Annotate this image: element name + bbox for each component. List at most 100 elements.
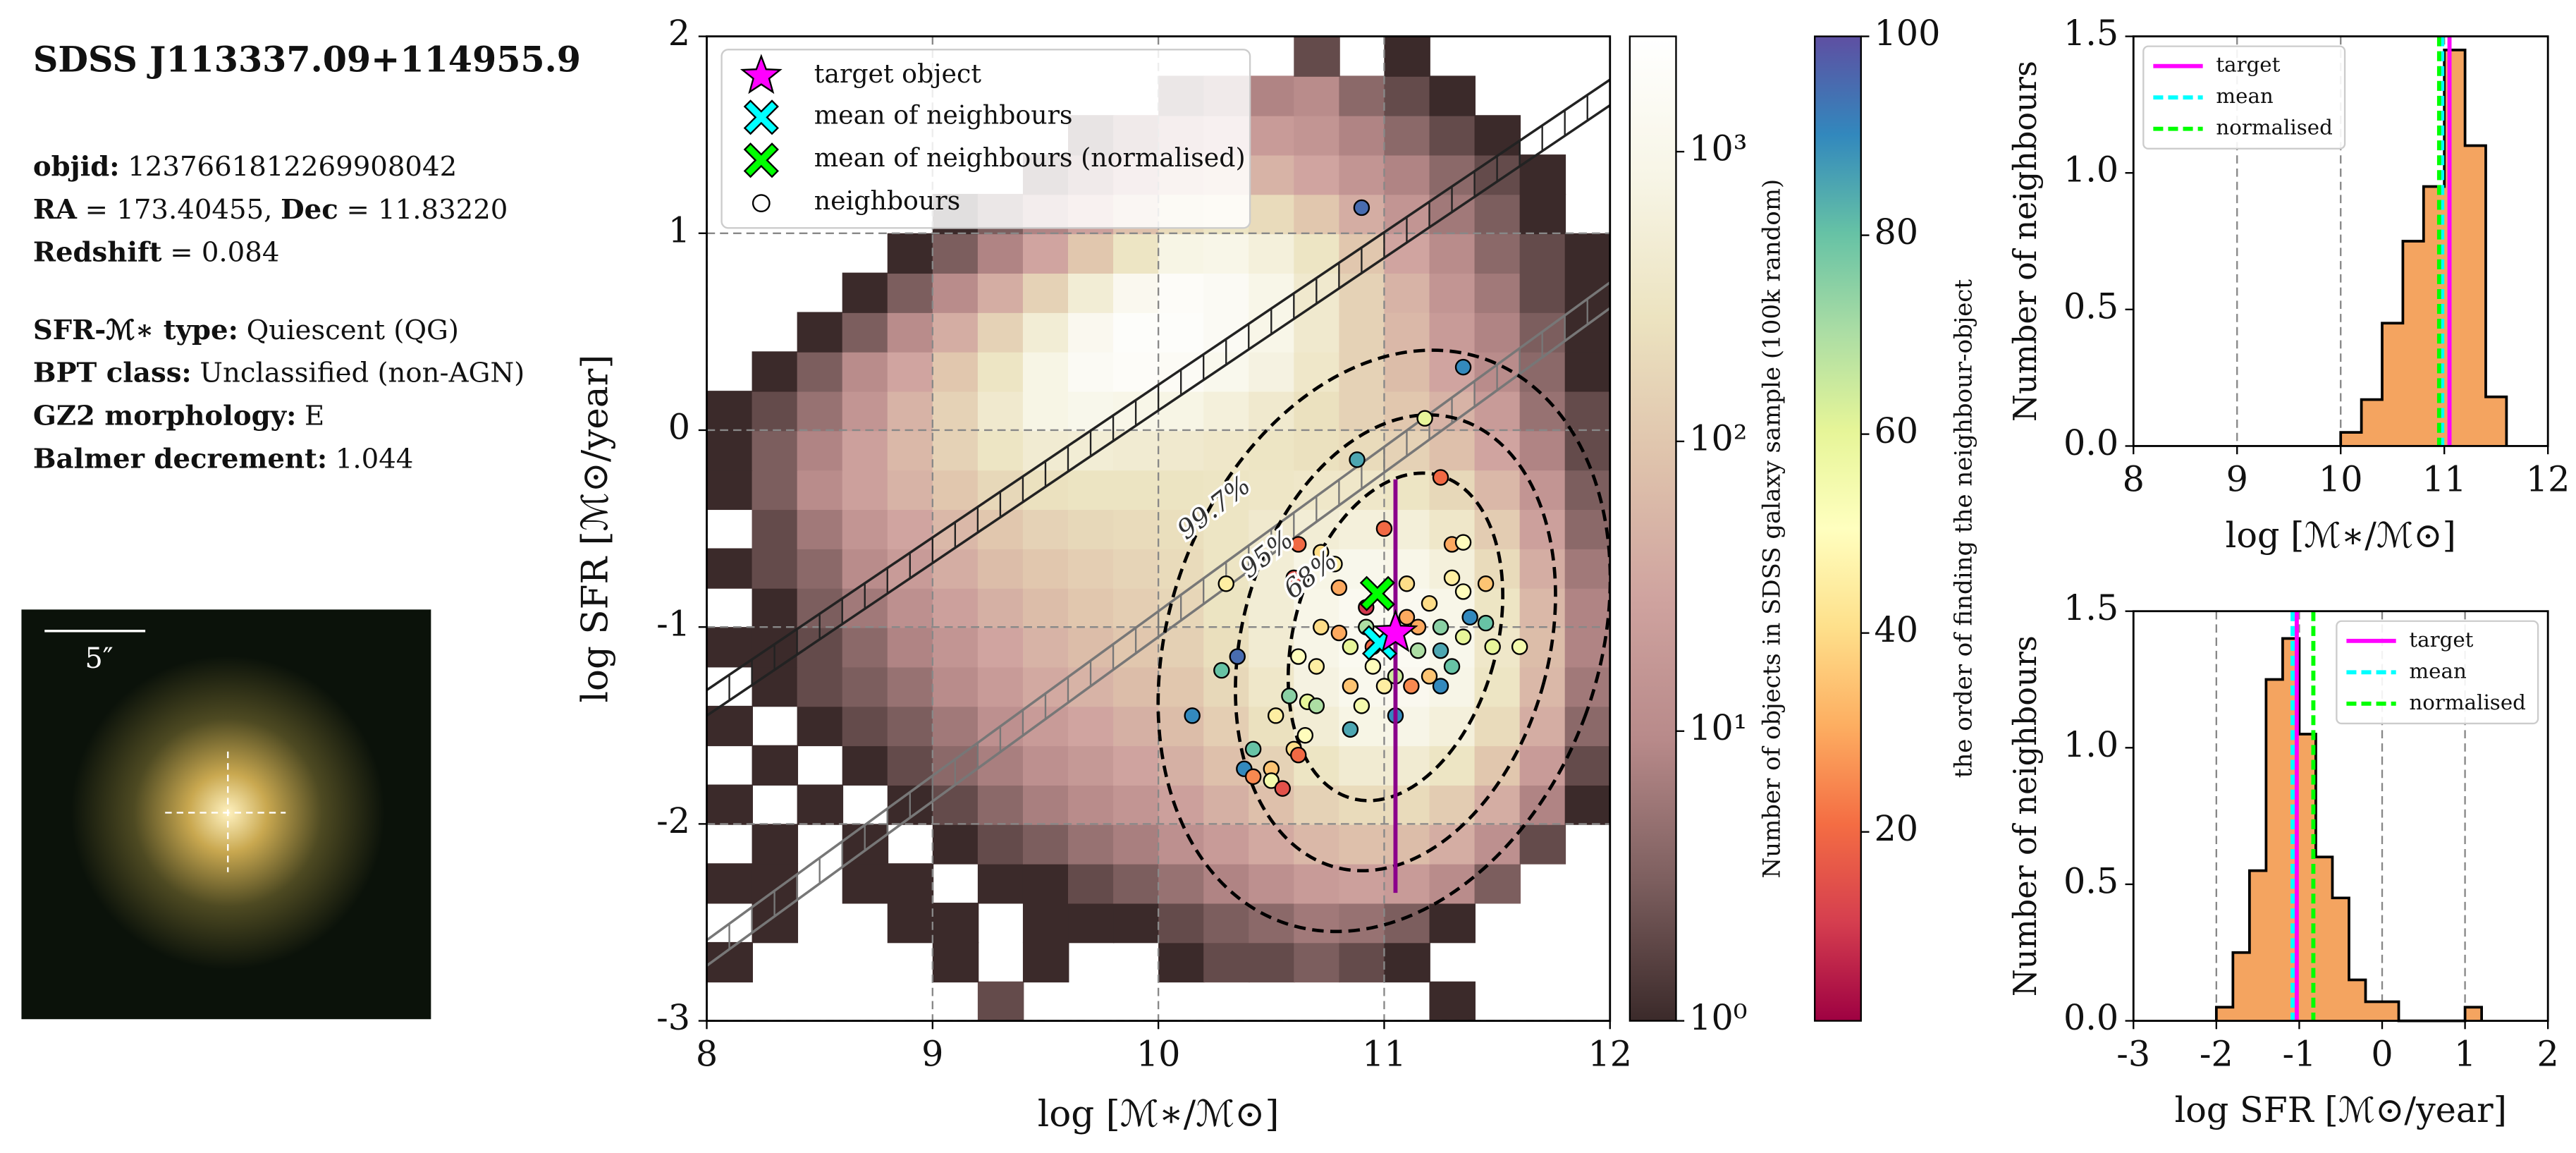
y-tick-label: 1 [668, 209, 690, 250]
hist2d-cell [887, 233, 934, 274]
sequence-boundary [706, 307, 1610, 967]
hist2d-cell [1429, 824, 1476, 865]
hist2d-cell [1158, 745, 1205, 786]
hist-bar [2361, 399, 2383, 446]
x-axis-label: log [ℳ∗/ℳ⊙] [2226, 515, 2456, 556]
hist2d-cell [1068, 863, 1115, 904]
band-hatch [706, 79, 1610, 716]
hist-bar [2332, 898, 2350, 1021]
hist2d-cell [1203, 784, 1250, 825]
hist2d-cell [1022, 312, 1069, 353]
x-tick-label: 1 [2454, 1034, 2476, 1075]
hist2d-cell [1022, 351, 1069, 392]
hist2d-cell [1158, 429, 1205, 471]
object-title: SDSS J113337.09+114955.9 [33, 39, 581, 80]
hist2d-cell [1158, 272, 1205, 313]
hist2d-cell [842, 351, 889, 392]
hist2d-cell [1203, 508, 1250, 549]
neighbour-point [1432, 469, 1449, 486]
hist2d-cell [1474, 193, 1521, 235]
neighbour-point [1403, 678, 1420, 695]
neighbour-point [1244, 740, 1262, 757]
neighbour-point [1290, 648, 1307, 665]
x-tick-label: -1 [2282, 1034, 2316, 1075]
hist2d-cell [977, 824, 1024, 865]
hist2d-cell [1022, 903, 1069, 944]
hist2d-cell [977, 233, 1024, 274]
hist2d-cell [1564, 548, 1610, 589]
hist2d-cell [1384, 75, 1430, 116]
neighbour-point [1229, 648, 1246, 665]
neighbour-point [1375, 520, 1393, 537]
hist2d-cell [1113, 587, 1160, 628]
hist2d-cell [1249, 863, 1295, 904]
neighbour-point [1308, 697, 1325, 714]
hist2d-cell [1158, 312, 1205, 353]
hist2d-cell [1022, 587, 1069, 628]
info-label: SFR-ℳ∗ type: [33, 315, 238, 346]
neighbour-point [1375, 678, 1393, 695]
hist2d-cell [1022, 627, 1069, 668]
hist2d-cell [1203, 824, 1250, 865]
confidence-ellipse [1234, 413, 1557, 873]
hist2d-cell [706, 784, 753, 825]
hist2d-cell [1068, 233, 1115, 274]
hist-bar [2465, 1007, 2483, 1021]
hist2d-cell [752, 824, 799, 865]
hist2d-cell [1429, 863, 1476, 904]
colorbar-tick-label: 40 [1875, 609, 1919, 650]
hist2d-cell [1339, 75, 1385, 116]
hist2d-cell [1068, 508, 1115, 549]
hist2d-cell [1249, 272, 1295, 313]
neighbour-point [1511, 638, 1528, 655]
hist2d-cell [842, 391, 889, 432]
hist2d-cell [752, 587, 799, 628]
hist2d-cell [1474, 705, 1521, 747]
info-label: RA [33, 194, 78, 226]
colorbar-tick-label: 10³ [1689, 128, 1747, 169]
hist2d-cell [1339, 391, 1385, 432]
hist2d-cell [1564, 391, 1610, 432]
y-tick-label: 0.0 [2063, 997, 2118, 1038]
neighbour-point [1330, 579, 1348, 597]
hist2d-cell [842, 508, 889, 549]
hist2d-cell [887, 312, 934, 353]
hist2d-cell [797, 548, 844, 589]
hist2d-cell [1068, 824, 1115, 865]
hist2d-cell [977, 312, 1024, 353]
hist2d-cell [797, 784, 844, 825]
hist2d-cell [977, 627, 1024, 668]
hist2d-cell [887, 903, 934, 944]
neighbour-point [1218, 575, 1234, 592]
neighbour-point [1313, 618, 1330, 635]
hist2d-cell [1249, 429, 1295, 471]
hist2d-cell [1519, 745, 1566, 786]
legend-label: neighbours [814, 185, 961, 216]
neighbour-point [1267, 707, 1284, 724]
hist2d-cell [1158, 863, 1205, 904]
hist2d-cell [1474, 272, 1521, 313]
hist2d-cell [1113, 312, 1160, 353]
neighbour-point [1285, 569, 1303, 587]
hist2d-cell [932, 587, 979, 628]
hist2d-cell [1158, 508, 1205, 549]
hist2d-cell [1203, 587, 1250, 628]
hist2d-cell [1474, 391, 1521, 432]
y-tick-label: 0.5 [2063, 860, 2118, 901]
hist2d-cell [887, 391, 934, 432]
hist-bar [2365, 1001, 2383, 1021]
hist2d-cell [1474, 469, 1521, 511]
neighbour-point [1349, 451, 1366, 468]
hist-bar [2249, 870, 2267, 1021]
hist2d-cell [1249, 824, 1295, 865]
info-value: = 173.40455, [85, 194, 273, 226]
neighbour-point [1290, 746, 1307, 764]
hist2d-cell [1113, 745, 1160, 786]
neighbour-point [1342, 721, 1359, 738]
hist2d-cell [1294, 824, 1340, 865]
neighbour-point [1290, 536, 1307, 553]
hist2d-cell [1113, 469, 1160, 511]
x-tick-label: 10 [1136, 1034, 1181, 1075]
hist2d-cell [1113, 351, 1160, 392]
hist2d-cell [1294, 115, 1340, 156]
